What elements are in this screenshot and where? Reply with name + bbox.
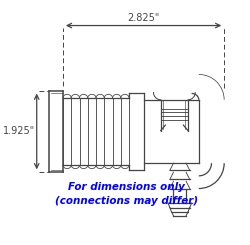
Text: For dimensions only: For dimensions only xyxy=(68,182,185,192)
Text: (connections may differ): (connections may differ) xyxy=(55,196,198,206)
Text: 2.825": 2.825" xyxy=(128,13,160,23)
Text: 1.925": 1.925" xyxy=(3,126,35,136)
